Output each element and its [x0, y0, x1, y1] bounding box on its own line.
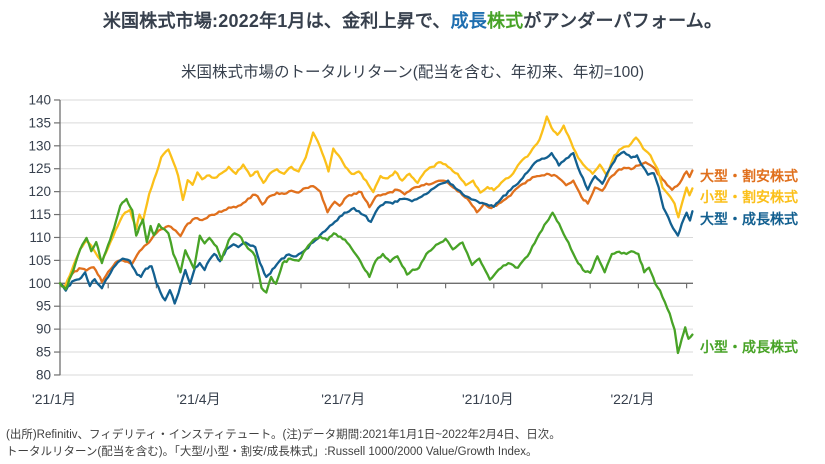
y-tick-label: 140: [28, 92, 51, 107]
x-tick-label: '21/7月: [321, 391, 365, 407]
y-tick-label: 120: [28, 184, 51, 199]
source-note-line2: トータルリターン(配当を含む)。「大型/小型・割安/成長株式」:Russell …: [6, 445, 538, 458]
y-tick-label: 125: [28, 161, 51, 176]
y-tick-label: 80: [36, 367, 51, 382]
y-tick-label: 90: [36, 322, 51, 337]
page-title: 米国株式市場:2022年1月は、金利上昇で、成長株式がアンダーパフォーム。: [0, 7, 825, 33]
series-line-3: [58, 197, 694, 355]
y-tick-label: 115: [29, 207, 51, 222]
y-tick-label: 110: [29, 230, 51, 245]
title-highlight-equity: 株式: [486, 11, 524, 31]
x-tick-label: '21/1月: [32, 391, 76, 407]
chart-subtitle: 米国株式市場のトータルリターン(配当を含む、年初来、年初=100): [181, 64, 644, 81]
legend-small-value: 小型・割安株式: [700, 189, 798, 205]
series-line-0: [58, 161, 694, 288]
x-tick-label: '21/4月: [177, 391, 221, 407]
series-line-2: [58, 150, 694, 305]
source-note-line1: (出所)Refinitiv、フィデリティ・インスティテュート。(注)データ期間:…: [6, 429, 561, 441]
y-tick-label: 85: [36, 345, 51, 360]
y-tick-label: 95: [36, 299, 51, 314]
y-tick-label: 105: [28, 253, 51, 268]
y-tick-label: 100: [28, 276, 51, 291]
title-highlight-growth: 成長: [450, 11, 487, 31]
source-note: (出所)Refinitiv、フィデリティ・インスティテュート。(注)データ期間:…: [6, 427, 821, 460]
legend-small-growth: 小型・成長株式: [700, 339, 798, 355]
x-tick-label: '21/10月: [462, 391, 514, 407]
title-part2: がアンダーパフォーム。: [523, 11, 723, 31]
series-line-1: [58, 115, 694, 290]
y-tick-label: 130: [28, 138, 51, 153]
title-part1: 米国株式市場:2022年1月は、金利上昇で、: [102, 11, 451, 31]
legend-large-growth: 大型・成長株式: [700, 211, 798, 227]
x-tick-label: '22/1月: [610, 391, 654, 407]
y-tick-label: 135: [28, 115, 51, 130]
legend-large-value: 大型・割安株式: [700, 168, 798, 184]
